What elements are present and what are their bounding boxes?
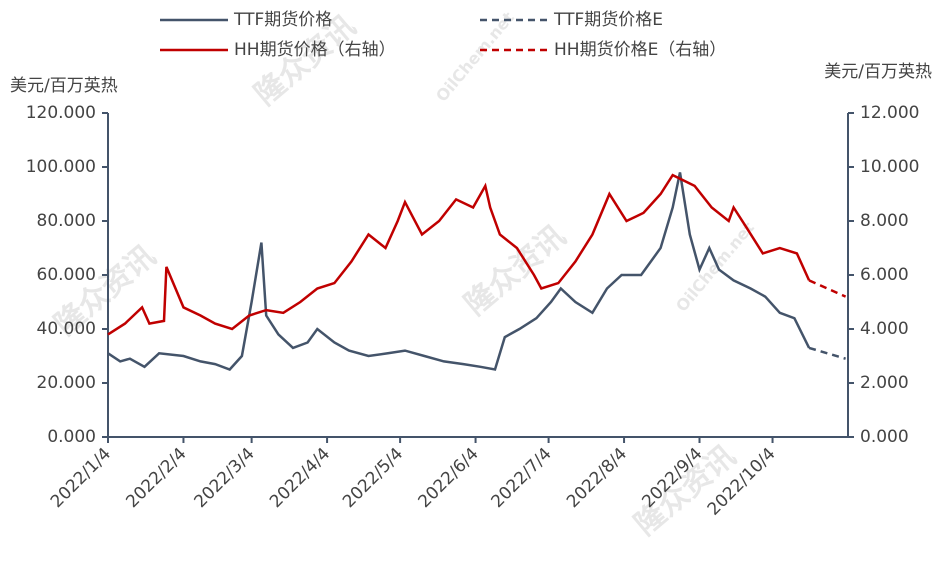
watermark: OilChem.net [672,218,758,316]
watermark: 隆众资讯 [458,219,572,323]
legend-label: TTF期货价格E [553,10,663,30]
x-tick-label: 2022/6/4 [415,444,483,512]
y2-axis-label: 美元/百万英热 [824,62,932,82]
y2-tick-label: 10.000 [860,157,919,177]
y2-tick-label: 8.000 [860,211,909,231]
y-tick-label: 80.000 [37,211,96,231]
series-line [808,346,846,360]
series-line [107,173,811,336]
y-axis-label: 美元/百万英热 [10,76,118,96]
legend-label: HH期货价格E（右轴） [554,40,726,60]
y-tick-label: 20.000 [37,373,96,393]
watermark: OilChem.net [432,8,518,106]
series-line [107,172,811,371]
legend-label: HH期货价格（右轴） [234,40,396,60]
x-tick-label: 2022/3/4 [191,444,259,512]
y-tick-label: 120.000 [26,103,96,123]
y2-tick-label: 2.000 [860,373,909,393]
x-tick-label: 2022/8/4 [563,444,631,512]
y-tick-label: 0.000 [47,427,96,447]
y2-tick-label: 0.000 [860,427,909,447]
x-tick-label: 2022/2/4 [122,444,190,512]
y-tick-label: 60.000 [37,265,96,285]
series-line [808,279,847,298]
x-tick-label: 2022/4/4 [266,444,334,512]
x-tick-label: 2022/1/4 [47,444,115,512]
y2-tick-label: 4.000 [860,319,909,339]
y2-tick-label: 6.000 [860,265,909,285]
y-tick-label: 40.000 [37,319,96,339]
y2-tick-label: 12.000 [860,103,919,123]
x-tick-label: 2022/7/4 [488,444,556,512]
legend-label: TTF期货价格 [233,10,332,30]
x-tick-label: 2022/5/4 [339,444,407,512]
y-tick-label: 100.000 [26,157,96,177]
